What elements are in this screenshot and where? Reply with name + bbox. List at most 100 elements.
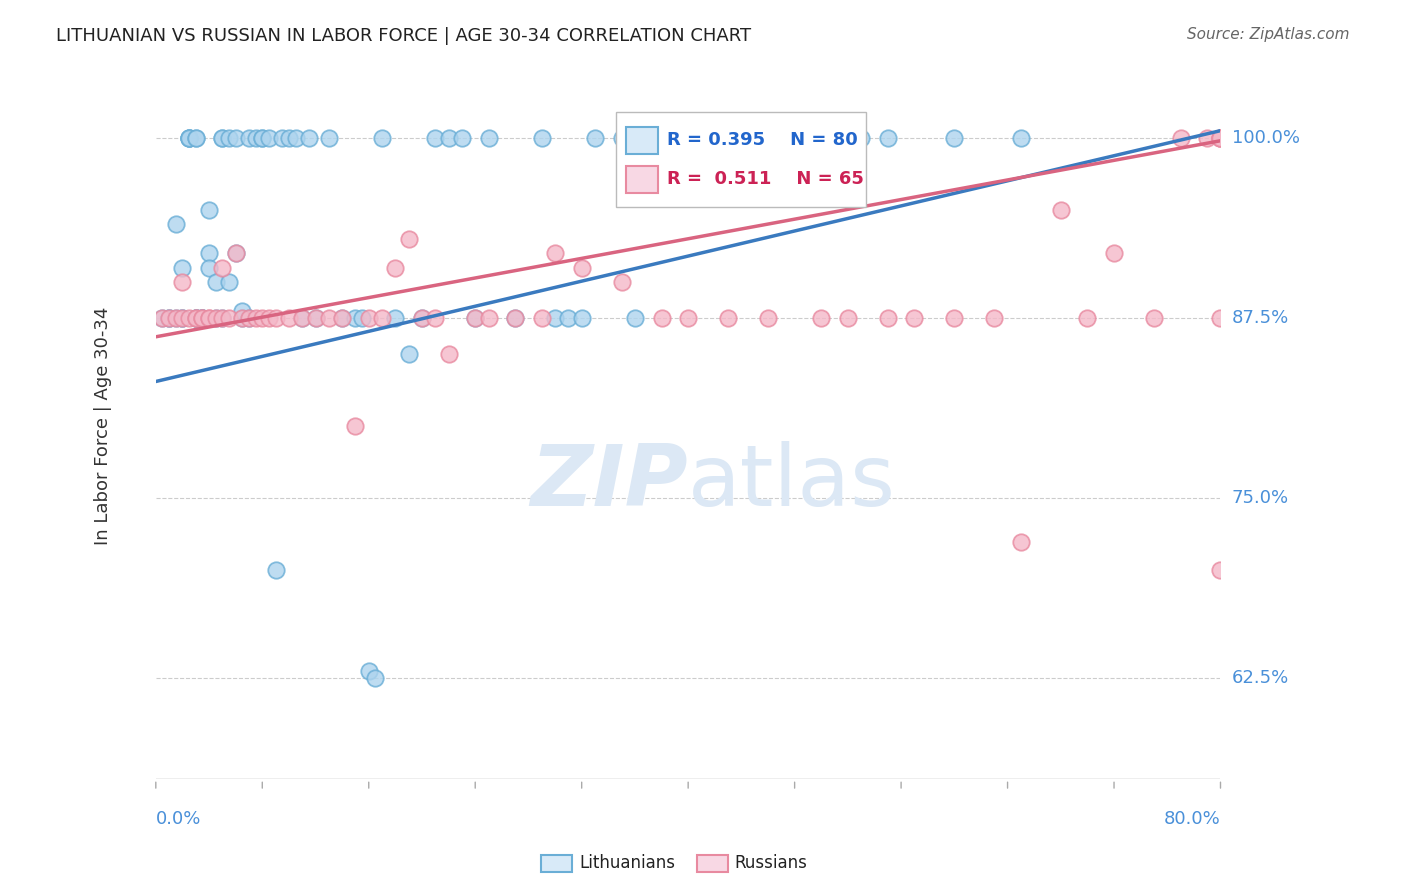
Point [225, 246, 247, 260]
Point [318, 131, 340, 145]
Point [610, 131, 633, 145]
Point [298, 131, 321, 145]
Point [245, 131, 267, 145]
Point [277, 311, 299, 326]
Point [231, 303, 253, 318]
Point [184, 311, 207, 326]
Point [252, 131, 274, 145]
Point [1102, 246, 1125, 260]
Point [676, 131, 699, 145]
Point [257, 131, 280, 145]
Point [571, 311, 593, 326]
FancyBboxPatch shape [616, 112, 866, 207]
Point [177, 131, 200, 145]
Point [172, 311, 194, 326]
Point [530, 131, 553, 145]
Point [352, 311, 374, 326]
Point [157, 311, 180, 326]
Point [557, 311, 579, 326]
Point [544, 246, 567, 260]
Point [245, 311, 267, 326]
Point [284, 131, 307, 145]
Text: In Labor Force | Age 30-34: In Labor Force | Age 30-34 [94, 307, 111, 545]
Point [411, 311, 433, 326]
Point [425, 311, 447, 326]
Point [398, 347, 420, 361]
Point [810, 131, 832, 145]
Point [191, 311, 214, 326]
Text: 100.0%: 100.0% [1232, 128, 1299, 147]
Point [165, 218, 187, 232]
Point [464, 311, 486, 326]
Point [544, 311, 567, 326]
Text: atlas: atlas [688, 442, 896, 524]
Point [1197, 131, 1219, 145]
Point [211, 311, 233, 326]
Point [371, 311, 394, 326]
Point [451, 131, 474, 145]
Point [1170, 131, 1192, 145]
Point [1209, 311, 1232, 326]
Bar [627, 166, 658, 193]
Point [1010, 534, 1032, 549]
Point [184, 131, 207, 145]
Point [371, 131, 394, 145]
Point [1143, 311, 1166, 326]
Point [1209, 563, 1232, 577]
Point [198, 311, 221, 326]
Text: Source: ZipAtlas.com: Source: ZipAtlas.com [1187, 27, 1350, 42]
Point [503, 311, 526, 326]
Point [318, 311, 340, 326]
Point [357, 311, 380, 326]
Point [610, 275, 633, 289]
Point [177, 131, 200, 145]
Point [172, 311, 194, 326]
Text: 80.0%: 80.0% [1164, 810, 1220, 828]
Point [398, 232, 420, 246]
Point [703, 131, 725, 145]
Point [477, 131, 499, 145]
Point [571, 260, 593, 275]
Point [903, 311, 925, 326]
Point [304, 311, 326, 326]
Point [1076, 311, 1098, 326]
Point [157, 311, 180, 326]
Point [218, 131, 240, 145]
Point [165, 311, 187, 326]
Point [330, 311, 353, 326]
Point [384, 260, 406, 275]
Point [238, 311, 260, 326]
Point [503, 311, 526, 326]
Point [172, 275, 194, 289]
Point [810, 311, 832, 326]
Point [198, 311, 221, 326]
Point [211, 260, 233, 275]
Point [756, 311, 779, 326]
Point [184, 311, 207, 326]
Point [264, 563, 287, 577]
Point [876, 131, 898, 145]
Point [1049, 202, 1071, 217]
Point [437, 347, 460, 361]
Point [277, 131, 299, 145]
Point [425, 131, 447, 145]
Point [437, 131, 460, 145]
Point [876, 311, 898, 326]
Point [204, 311, 226, 326]
Text: R = 0.395    N = 80: R = 0.395 N = 80 [666, 131, 858, 149]
Point [152, 311, 174, 326]
Point [344, 311, 367, 326]
Point [330, 311, 353, 326]
Point [983, 311, 1005, 326]
Point [238, 131, 260, 145]
Point [238, 311, 260, 326]
Point [231, 311, 253, 326]
Point [264, 311, 287, 326]
Text: LITHUANIAN VS RUSSIAN IN LABOR FORCE | AGE 30-34 CORRELATION CHART: LITHUANIAN VS RUSSIAN IN LABOR FORCE | A… [56, 27, 751, 45]
Text: 87.5%: 87.5% [1232, 309, 1289, 327]
Point [211, 131, 233, 145]
Text: Lithuanians: Lithuanians [579, 855, 675, 872]
Point [384, 311, 406, 326]
Point [304, 311, 326, 326]
Point [464, 311, 486, 326]
